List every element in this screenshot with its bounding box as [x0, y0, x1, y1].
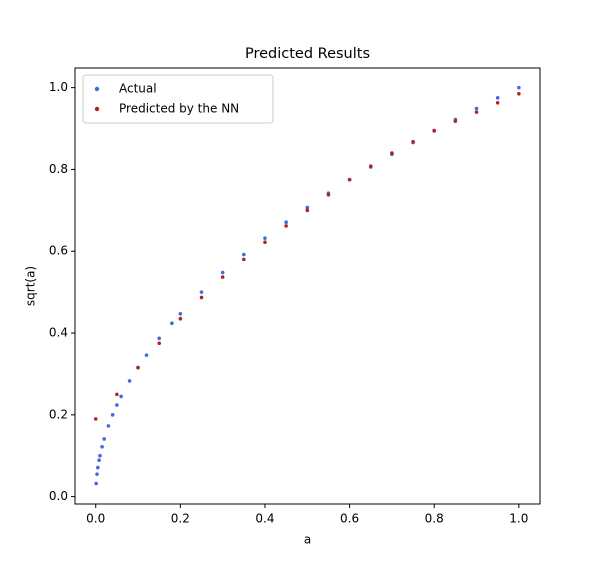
x-tick-label: 0.4 — [255, 512, 274, 526]
y-tick-label: 0.6 — [49, 244, 68, 258]
point — [106, 424, 111, 428]
point — [220, 270, 225, 275]
point — [178, 312, 183, 316]
x-tick-label: 1.0 — [509, 512, 528, 526]
point — [495, 100, 500, 105]
point — [284, 224, 288, 228]
point — [178, 316, 183, 321]
y-tick-label: 0.4 — [49, 326, 68, 340]
point — [517, 85, 521, 90]
point — [220, 275, 225, 279]
point — [136, 366, 140, 370]
point — [284, 220, 288, 224]
point — [263, 240, 267, 245]
y-axis-label: sqrt(a) — [24, 266, 38, 306]
chart-title: Predicted Results — [245, 46, 370, 62]
point — [157, 341, 161, 346]
point — [242, 257, 246, 262]
point — [157, 336, 161, 341]
y-tick-label: 1.0 — [49, 80, 68, 94]
legend-marker — [94, 106, 100, 112]
point — [170, 321, 174, 326]
plot-frame — [74, 67, 541, 505]
x-axis-label: a — [304, 533, 311, 547]
point — [305, 208, 310, 213]
point — [242, 252, 246, 257]
legend-box — [82, 74, 274, 124]
point — [96, 465, 100, 470]
point — [93, 417, 98, 421]
point — [368, 164, 373, 168]
point — [453, 119, 458, 123]
point — [263, 236, 267, 240]
y-tick-label: 0.8 — [49, 162, 68, 176]
point — [390, 151, 394, 155]
point — [305, 205, 310, 210]
point — [97, 458, 101, 463]
x-tick-label: 0.8 — [425, 512, 444, 526]
point — [100, 444, 104, 449]
point — [119, 394, 123, 399]
legend-label: Predicted by the NN — [119, 102, 239, 116]
x-tick-label: 0.2 — [171, 512, 190, 526]
point — [199, 290, 204, 294]
point — [411, 139, 415, 144]
x-tick-label: 0.6 — [340, 512, 359, 526]
point — [144, 353, 149, 357]
point — [95, 472, 99, 476]
point — [474, 110, 479, 114]
y-tick-label: 0.2 — [49, 407, 68, 421]
x-tick-label: 0.0 — [86, 512, 105, 526]
point — [326, 192, 331, 197]
point — [199, 295, 204, 300]
point — [115, 392, 119, 397]
legend-marker — [94, 86, 100, 92]
y-tick-label: 0.0 — [49, 489, 68, 503]
point — [517, 91, 521, 96]
point — [432, 128, 437, 133]
point — [127, 379, 132, 383]
point — [347, 177, 352, 182]
point — [102, 437, 106, 441]
point — [98, 453, 102, 458]
point — [110, 413, 115, 417]
legend-label: Actual — [119, 82, 157, 96]
point — [474, 106, 479, 111]
point — [495, 96, 500, 100]
point — [115, 403, 119, 407]
point — [94, 481, 98, 486]
